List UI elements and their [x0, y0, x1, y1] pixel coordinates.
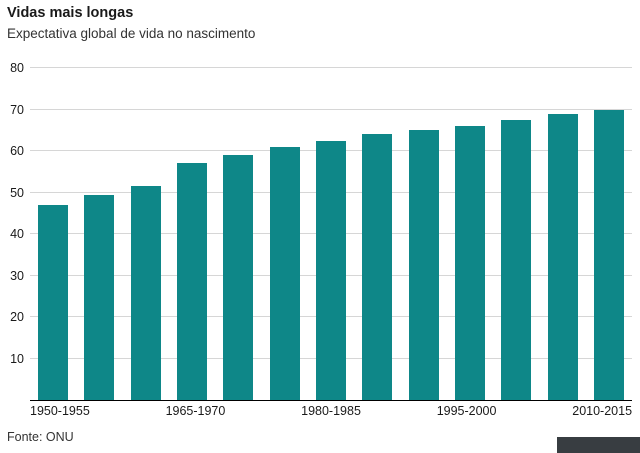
y-tick-label-30: 30: [10, 268, 24, 283]
y-axis: 10 20 30 40 50 60 70 80: [0, 61, 24, 400]
bar-series: [30, 68, 632, 400]
bar-1975-1980: [269, 146, 300, 400]
gridline-70: [30, 108, 632, 110]
bar-1985-1990: [362, 134, 393, 400]
source-label: Fonte: ONU: [7, 430, 74, 444]
x-tick-label-1965-1970: 1965-1970: [165, 404, 226, 418]
bar-1990-1995: [408, 130, 439, 400]
x-axis: 1950-1955 1965-1970 1980-1985 1995-2000 2010…: [30, 404, 632, 418]
bar-slot: [169, 68, 215, 400]
x-tick-label-empty: [263, 404, 301, 418]
bbc-logo-block: [557, 437, 640, 453]
bar-1950-1955: [38, 204, 69, 400]
gridline-80: [30, 67, 632, 68]
x-tick-label-empty: [128, 404, 166, 418]
y-tick-label-70: 70: [10, 102, 24, 117]
bar-1995-2000: [454, 126, 485, 400]
x-tick-label-empty: [534, 404, 572, 418]
bar-slot: [354, 68, 400, 400]
x-tick-label-2010-2015: 2010-2015: [572, 404, 633, 418]
bar-slot: [586, 68, 632, 400]
bar-slot: [447, 68, 493, 400]
y-tick-label-10: 10: [10, 351, 24, 366]
bar-slot: [262, 68, 308, 400]
x-tick-label-empty: [399, 404, 437, 418]
bar-slot: [493, 68, 539, 400]
bar-slot: [539, 68, 585, 400]
bar-slot: [308, 68, 354, 400]
x-tick-label-1950-1955: 1950-1955: [30, 404, 90, 418]
x-tick-label-empty: [361, 404, 399, 418]
x-tick-label-1980-1985: 1980-1985: [301, 404, 361, 418]
bar-slot: [30, 68, 76, 400]
plot-area: [30, 67, 632, 401]
bar-1955-1960: [84, 194, 115, 400]
bar-1980-1985: [316, 140, 347, 400]
y-tick-label-50: 50: [10, 185, 24, 200]
x-tick-label-empty: [90, 404, 128, 418]
x-tick-label-empty: [496, 404, 534, 418]
y-tick-label-40: 40: [10, 227, 24, 241]
chart-title: Vidas mais longas: [7, 5, 134, 21]
bar-1965-1970: [177, 163, 208, 400]
bar-2005-2010: [547, 113, 578, 400]
bar-slot: [215, 68, 261, 400]
bar-2000-2005: [501, 119, 532, 400]
y-tick-label-60: 60: [10, 144, 24, 158]
x-tick-label-1995-2000: 1995-2000: [436, 404, 497, 418]
bar-1960-1965: [130, 186, 161, 400]
y-tick-label-20: 20: [10, 310, 24, 324]
bar-1970-1975: [223, 155, 254, 400]
bar-slot: [76, 68, 122, 400]
bar-slot: [401, 68, 447, 400]
y-tick-label-80: 80: [10, 61, 24, 75]
chart-subtitle: Expectativa global de vida no nascimento: [7, 26, 256, 41]
bar-2010-2015: [593, 109, 624, 400]
x-tick-label-empty: [225, 404, 263, 418]
bar-slot: [123, 68, 169, 400]
